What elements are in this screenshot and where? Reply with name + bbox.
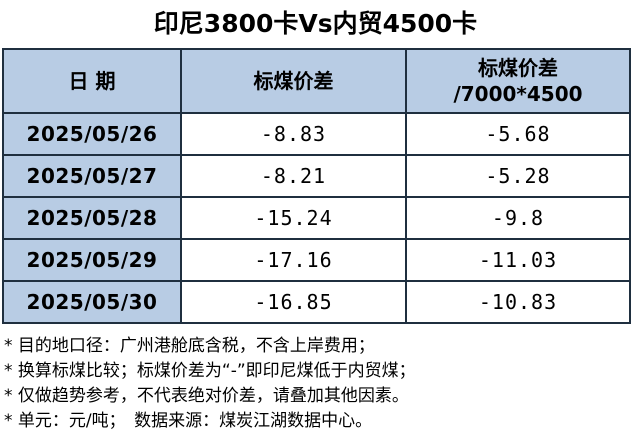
table-row: 2025/05/27 -8.21 -5.28 — [2, 154, 631, 198]
date-cell: 2025/05/29 — [2, 238, 182, 282]
table-row: 2025/05/30 -16.85 -10.83 — [2, 280, 631, 324]
value-cell: -10.83 — [405, 280, 631, 324]
value-cell: -5.68 — [405, 112, 631, 156]
note-line: * 单元：元/吨； 数据来源：煤炭江湖数据中心。 — [4, 411, 373, 431]
header-row: 日 期 标煤价差 标煤价差 /7000*4500 — [2, 48, 631, 114]
date-cell: 2025/05/26 — [2, 112, 182, 156]
value-cell: -8.83 — [180, 112, 407, 156]
notes: * 目的地口径：广州港舱底含税，不含上岸费用； * 换算标煤比较；标煤价差为“-”… — [0, 334, 631, 434]
note-line: * 仅做趋势参考，不代表绝对价差，请叠加其他因素。 — [4, 386, 409, 406]
value-cell: -17.16 — [180, 238, 407, 282]
value-cell: -9.8 — [405, 196, 631, 240]
note-line: * 换算标煤比较；标煤价差为“-”即印尼煤低于内贸煤； — [4, 361, 416, 381]
value-cell: -8.21 — [180, 154, 407, 198]
value-cell: -5.28 — [405, 154, 631, 198]
table-row: 2025/05/29 -17.16 -11.03 — [2, 238, 631, 282]
value-cell: -15.24 — [180, 196, 407, 240]
value-cell: -11.03 — [405, 238, 631, 282]
note-line: * 目的地口径：广州港舱底含税，不含上岸费用； — [4, 336, 375, 356]
price-table: 日 期 标煤价差 标煤价差 /7000*4500 2025/05/26 -8.83… — [2, 48, 631, 324]
title: 印尼3800卡Vs内贸4500卡 — [153, 9, 478, 38]
header-line: /7000*4500 — [453, 82, 583, 106]
value-cell: -16.85 — [180, 280, 407, 324]
table-row: 2025/05/26 -8.83 -5.68 — [2, 112, 631, 156]
table-body: 2025/05/26 -8.83 -5.68 2025/05/27 -8.21 -5.28… — [2, 112, 631, 324]
date-cell: 2025/05/28 — [2, 196, 182, 240]
header-cell: 标煤价差 /7000*4500 — [405, 48, 631, 114]
table-row: 2025/05/28 -15.24 -9.8 — [2, 196, 631, 240]
header-line: 标煤价差 — [478, 56, 558, 80]
date-cell: 2025/05/30 — [2, 280, 182, 324]
date-cell: 2025/05/27 — [2, 154, 182, 198]
header-cell: 标煤价差 — [180, 48, 407, 114]
header-cell: 日 期 — [2, 48, 182, 114]
